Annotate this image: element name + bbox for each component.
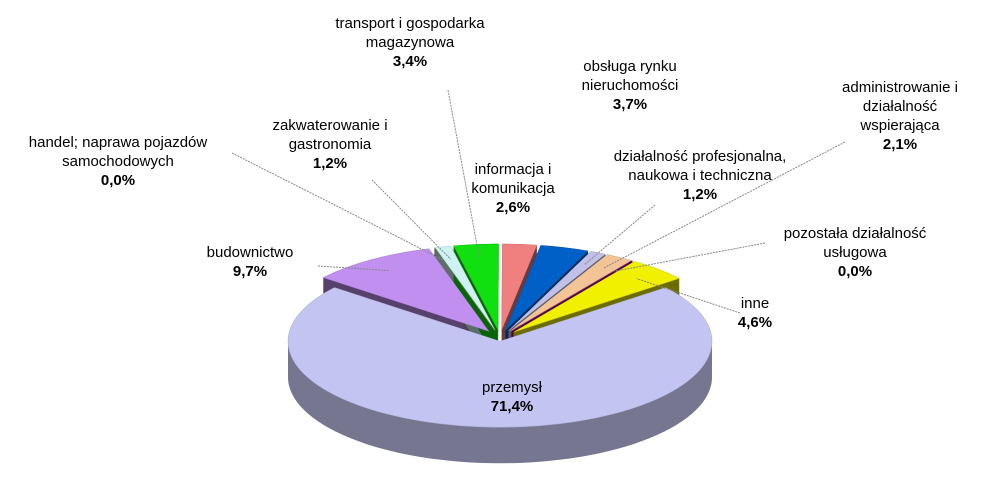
category-label: inne [740,295,770,312]
leader-line [371,179,452,260]
slice-label: działalność profesjonalna, naukowa i tec… [600,147,800,204]
leader-line [636,278,741,314]
leader-line [602,141,846,269]
slice [505,245,589,331]
value-label: 9,7% [232,263,268,280]
slice-label: zakwaterowanie i gastronomia 1,2% [255,116,405,173]
slice-label: informacja i komunikacja 2,6% [458,160,568,217]
slice-label: przemysł 71,4% [452,378,572,416]
slice-label: obsługa rynku nieruchomości 3,7% [570,57,690,114]
slice [508,251,606,331]
slice-label: transport i gospodarka magazynowa 3,4% [310,14,510,71]
slice-side [288,341,712,464]
slice [453,243,499,331]
slice [434,245,496,331]
sides [288,341,712,464]
category-label: pozostała działalność usługowa [783,225,927,261]
leader-line [231,152,444,261]
value-label: 3,4% [392,53,428,70]
slice-label: administrowanie i działalność wspierając… [830,78,970,154]
value-label: 0,0% [837,263,873,280]
value-label: 2,1% [882,136,918,153]
category-label: transport i gospodarka magazynowa [335,15,485,51]
value-label: 1,2% [682,186,718,203]
category-label: przemysł [481,379,542,396]
leader-line [447,89,480,258]
category-label: handel; naprawa pojazdów samochodowych [28,134,208,170]
slice [501,243,538,331]
slice [513,261,680,333]
value-label: 3,7% [612,96,648,113]
category-label: budownictwo [206,244,294,261]
leader-line [614,242,766,272]
category-label: zakwaterowanie i gastronomia [272,117,388,153]
leader-line [317,265,389,272]
slice [510,254,632,332]
value-label: 4,6% [737,314,773,331]
value-label: 1,2% [312,155,348,172]
category-label: działalność profesjonalna, naukowa i tec… [613,148,787,184]
slice-label: inne 4,6% [725,294,785,332]
category-label: administrowanie i działalność wspierając… [842,79,958,134]
slice [287,287,713,428]
slice-label: budownictwo 9,7% [175,243,325,281]
tops [287,243,713,428]
slice-label: handel; naprawa pojazdów samochodowych 0,… [3,133,233,190]
category-label: obsługa rynku nieruchomości [581,58,679,94]
value-label: 2,6% [495,199,531,216]
slice-label: pozostała działalność usługowa 0,0% [760,224,950,281]
category-label: informacja i komunikacja [471,161,555,197]
leader-line [584,204,656,265]
value-label: 0,0% [100,172,136,189]
value-label: 71,4% [490,398,534,415]
